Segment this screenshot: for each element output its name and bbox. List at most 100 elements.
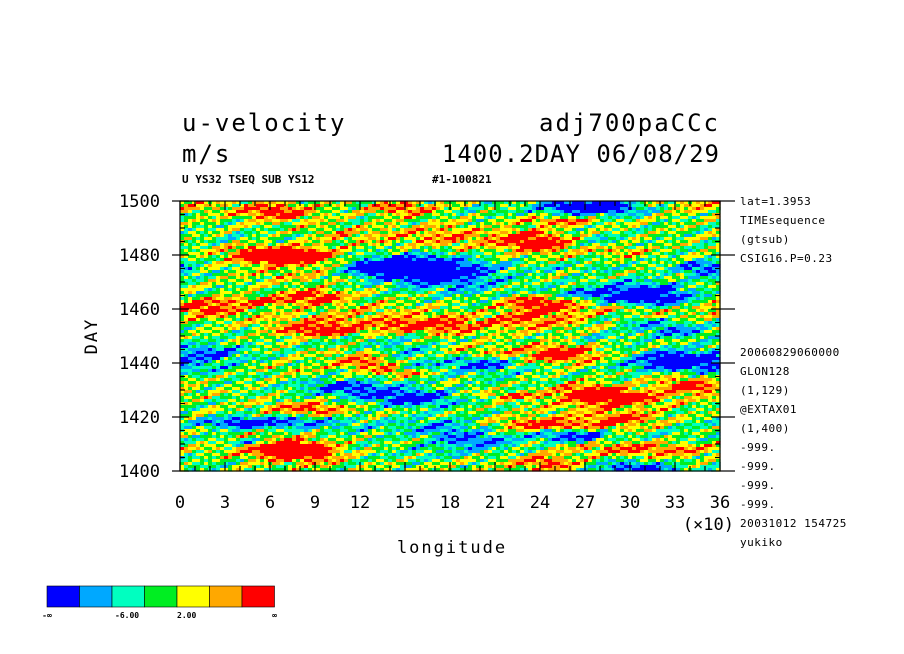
heatmap-cell: [220, 219, 233, 223]
heatmap-cell: [712, 345, 717, 349]
heatmap-cell: [408, 321, 417, 325]
heatmap-cell: [676, 252, 681, 256]
heatmap-cell: [632, 375, 641, 379]
heatmap-cell: [256, 321, 261, 325]
heatmap-cell: [296, 351, 301, 355]
heatmap-cell: [420, 306, 429, 310]
heatmap-cell: [596, 375, 601, 379]
heatmap-cell: [516, 201, 521, 205]
heatmap-cell: [288, 219, 293, 223]
heatmap-cell: [216, 324, 221, 328]
heatmap-cell: [244, 333, 249, 337]
heatmap-cell: [484, 201, 493, 205]
heatmap-cell: [320, 249, 329, 253]
heatmap-cell: [580, 210, 609, 214]
heatmap-cell: [388, 240, 393, 244]
heatmap-cell: [232, 339, 237, 343]
heatmap-cell: [676, 225, 681, 229]
heatmap-cell: [404, 345, 413, 349]
heatmap-cell: [228, 255, 233, 259]
heatmap-cell: [232, 378, 241, 382]
heatmap-cell: [688, 369, 693, 373]
heatmap-cell: [704, 255, 709, 259]
heatmap-cell: [584, 324, 593, 328]
heatmap-cell: [316, 351, 321, 355]
heatmap-cell: [448, 333, 453, 337]
heatmap-cell: [668, 315, 677, 319]
heatmap-cell: [284, 348, 293, 352]
heatmap-cell: [712, 204, 721, 208]
heatmap-cell: [588, 243, 593, 247]
heatmap-cell: [604, 294, 609, 298]
heatmap-cell: [520, 294, 529, 298]
heatmap-cell: [712, 351, 721, 355]
heatmap-cell: [636, 234, 641, 238]
heatmap-cell: [308, 225, 317, 229]
heatmap-cell: [292, 342, 297, 346]
heatmap-cell: [220, 213, 225, 217]
heatmap-cell: [348, 234, 353, 238]
heatmap-cell: [608, 210, 617, 214]
heatmap-cell: [636, 264, 649, 268]
heatmap-cell: [364, 252, 377, 256]
heatmap-cell: [464, 225, 469, 229]
heatmap-cell: [220, 363, 225, 367]
heatmap-cell: [588, 318, 601, 322]
heatmap-cell: [352, 372, 357, 376]
heatmap-cell: [392, 291, 401, 295]
heatmap-cell: [232, 285, 237, 289]
heatmap-cell: [196, 363, 201, 367]
heatmap-cell: [464, 321, 469, 325]
heatmap-cell: [516, 264, 521, 268]
heatmap-cell: [264, 267, 269, 271]
heatmap-cell: [420, 375, 429, 379]
heatmap-cell: [696, 234, 713, 238]
heatmap-cell: [444, 297, 453, 301]
heatmap-cell: [684, 222, 697, 226]
heatmap-cell: [684, 273, 697, 277]
heatmap-cell: [476, 294, 481, 298]
heatmap-cell: [508, 243, 517, 247]
heatmap-cell: [184, 204, 189, 208]
heatmap-cell: [636, 219, 641, 223]
heatmap-cell: [652, 282, 657, 286]
heatmap-cell: [660, 294, 669, 298]
heatmap-cell: [692, 249, 697, 253]
heatmap-cell: [368, 279, 385, 283]
heatmap-cell: [488, 297, 493, 301]
heatmap-cell: [632, 258, 637, 262]
heatmap-cell: [576, 261, 581, 265]
heatmap-cell: [312, 357, 317, 361]
heatmap-cell: [308, 276, 317, 280]
heatmap-cell: [484, 285, 489, 289]
heatmap-cell: [600, 360, 609, 364]
heatmap-cell: [712, 360, 721, 364]
heatmap-cell: [580, 243, 585, 247]
heatmap-cell: [692, 324, 697, 328]
heatmap-cell: [268, 294, 273, 298]
heatmap-cell: [188, 294, 193, 298]
heatmap-cell: [308, 351, 317, 355]
heatmap-cell: [500, 225, 505, 229]
heatmap-cell: [240, 237, 249, 241]
heatmap-cell: [260, 285, 269, 289]
heatmap-cell: [672, 207, 681, 211]
heatmap-cell: [596, 363, 601, 367]
heatmap-cell: [200, 375, 209, 379]
heatmap-cell: [420, 234, 425, 238]
heatmap-cell: [448, 219, 453, 223]
heatmap-cell: [436, 300, 441, 304]
heatmap-cell: [496, 255, 513, 259]
heatmap-cell: [296, 372, 301, 376]
heatmap-cell: [400, 339, 413, 343]
heatmap-cell: [496, 315, 505, 319]
heatmap-cell: [300, 246, 313, 250]
heatmap-cell: [180, 372, 189, 376]
heatmap-cell: [536, 219, 541, 223]
heatmap-cell: [200, 246, 209, 250]
heatmap-cell: [328, 258, 337, 262]
heatmap-cell: [200, 297, 205, 301]
heatmap-cell: [236, 318, 241, 322]
heatmap-cell: [580, 279, 589, 283]
heatmap-cell: [372, 300, 377, 304]
